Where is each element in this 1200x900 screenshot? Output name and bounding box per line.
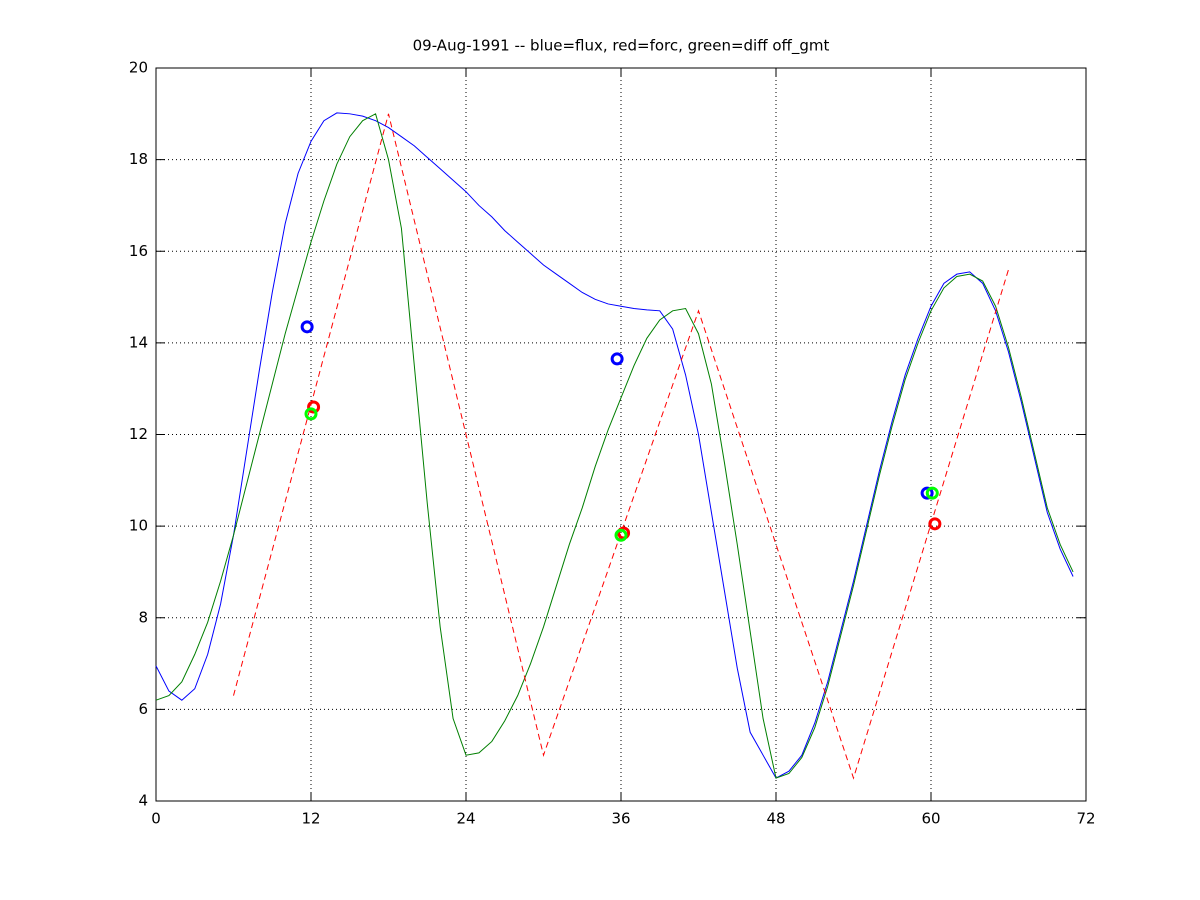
plot-frame [155, 67, 1087, 802]
x-tick-label: 36 [611, 810, 630, 828]
marker [307, 400, 321, 414]
x-tick-label: 12 [301, 810, 320, 828]
marker [928, 517, 942, 531]
y-tick-label: 6 [138, 700, 148, 718]
x-tick-label: 60 [921, 810, 940, 828]
y-tick-label: 8 [138, 608, 148, 626]
x-tick-label: 72 [1076, 810, 1095, 828]
marker [300, 320, 314, 334]
x-tick-label: 0 [151, 810, 161, 828]
marker [304, 407, 318, 421]
series-line [233, 113, 1009, 780]
y-tick-label: 18 [129, 150, 148, 168]
series-line [155, 113, 1074, 779]
series-line [155, 112, 1074, 779]
marker [925, 486, 939, 500]
marker [614, 528, 628, 542]
x-tick-label: 48 [766, 810, 785, 828]
marker [610, 352, 624, 366]
y-tick-label: 4 [138, 792, 148, 810]
y-tick-label: 16 [129, 242, 148, 260]
y-tick-label: 12 [129, 425, 148, 443]
y-tick-label: 10 [129, 517, 148, 535]
y-tick-label: 14 [129, 333, 148, 351]
chart-title: 09-Aug-1991 -- blue=flux, red=forc, gree… [413, 37, 830, 56]
x-tick-label: 24 [456, 810, 475, 828]
y-tick-label: 20 [129, 59, 148, 77]
marker [920, 486, 934, 500]
